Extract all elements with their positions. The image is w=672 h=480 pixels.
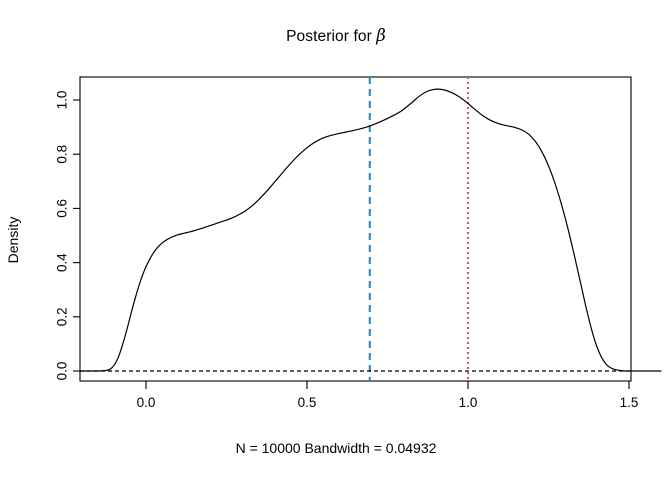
title-text: Posterior for xyxy=(286,28,377,45)
page-title: Posterior for β xyxy=(0,26,672,46)
x-axis-label: N = 10000 Bandwidth = 0.04932 xyxy=(235,440,437,456)
x-tick-label: 0.5 xyxy=(298,395,317,410)
title-greek-symbol: β xyxy=(376,26,386,45)
y-tick-label: 0.4 xyxy=(55,253,70,272)
reference-lines-group xyxy=(80,77,631,381)
y-tick-label: 0.2 xyxy=(55,307,70,326)
y-tick-label: 0.8 xyxy=(55,145,70,164)
x-tick-labels: 0.0 0.5 1.0 1.5 xyxy=(137,395,639,410)
x-tick-label: 1.5 xyxy=(620,395,639,410)
y-tick-labels: 0.0 0.2 0.4 0.6 0.8 1.0 xyxy=(55,91,70,381)
density-curve xyxy=(79,88,662,372)
y-tick-marks xyxy=(73,99,80,372)
x-tick-label: 1.0 xyxy=(459,395,478,410)
y-tick-label: 1.0 xyxy=(55,91,70,110)
y-tick-label: 0.6 xyxy=(55,199,70,218)
x-tick-label: 0.0 xyxy=(137,395,156,410)
y-axis: 0.0 0.2 0.4 0.6 0.8 1.0 xyxy=(55,91,80,381)
plot-panel xyxy=(79,76,632,382)
x-axis: 0.0 0.5 1.0 1.5 xyxy=(80,380,639,410)
x-tick-marks xyxy=(145,381,630,389)
plot-box-border xyxy=(79,76,632,382)
y-tick-label: 0.0 xyxy=(55,362,70,381)
